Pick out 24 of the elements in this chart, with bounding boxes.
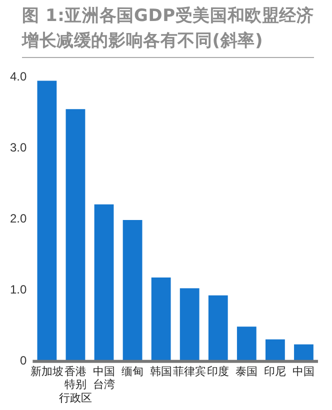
chart-title: 图 1:亚洲各国GDP受美国和欧盟经济增长减缓的影响各有不同(斜率) [22,4,314,58]
x-tick-label: 韩国 [150,364,172,378]
bar [180,288,200,362]
y-tick-label: 3.0 [10,140,27,155]
y-tick-label: 0 [20,354,27,368]
bar [266,339,285,362]
y-tick-label: 1.0 [10,282,27,297]
bar [236,326,256,362]
x-tick-label: 中国台湾 [93,364,116,392]
bar [94,204,114,362]
bar [208,295,228,362]
x-tick-label: 印度 [207,364,230,378]
bar [151,278,171,362]
x-tick-label: 缅甸 [122,364,144,378]
x-tick-label: 泰国 [236,364,258,378]
x-tick-label: 中国 [292,364,315,378]
y-tick-label: 4.0 [10,70,27,84]
y-tick-label: 2.0 [10,212,27,226]
x-tick-label: 菲律宾 [173,364,206,378]
bar [294,344,314,362]
x-tick-label: 印尼 [264,364,286,378]
bar [66,109,86,362]
bar [37,80,57,362]
bar [122,220,142,362]
